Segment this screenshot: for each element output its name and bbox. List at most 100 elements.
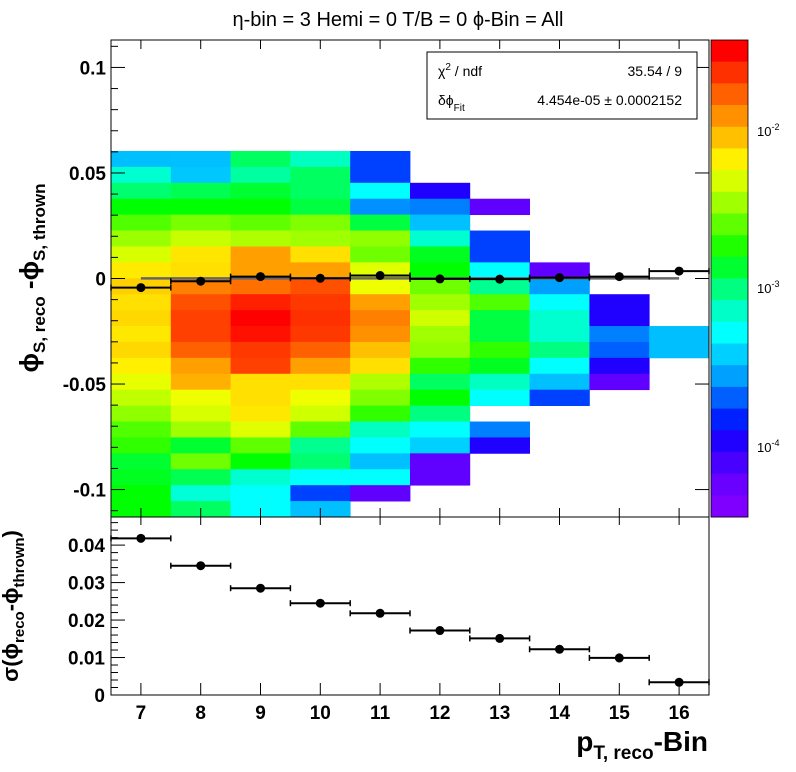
heatmap-cell [469,294,530,311]
sigma-point [315,598,325,608]
bottom-y-tick-label: 0.04 [68,536,105,557]
profile-points [110,266,710,293]
bottom-y-axis-title: σ(ϕreco-ϕthrown) [0,530,28,682]
heatmap-cell [469,230,530,247]
heatmap-cell [410,310,471,327]
heatmap-cell [170,326,231,343]
heatmap-cell [290,421,351,438]
sigma-point [256,583,265,593]
heatmap-cell [111,405,172,422]
heatmap-cell [170,373,231,391]
x-tick-label: 7 [136,703,147,724]
heatmap-cell [469,357,530,375]
heatmap-cell [350,214,411,231]
colorbar-segment [711,105,748,128]
x-tick-label: 10 [310,703,331,724]
heatmap-cell [529,389,590,407]
heatmap-cell [350,437,411,454]
colorbar-segment [711,343,748,366]
heatmap-cell [529,341,590,359]
heatmap-cell [350,230,411,247]
profile-point [555,273,564,283]
heatmap-cell [410,469,471,486]
heatmap-cell [230,485,291,502]
heatmap-cell [230,326,291,343]
x-tick-label: 12 [429,703,450,724]
y-tick-label: -0.05 [63,375,107,396]
sigma-point [674,677,684,687]
heatmap-cell [230,182,291,200]
y-tick-label: 0.05 [69,164,106,185]
colorbar-segment [711,126,748,149]
sigma-point [196,561,206,571]
profile-point [674,266,684,276]
heatmap-cell [111,198,172,216]
heatmap-cell [170,453,231,470]
x-axis-title: pT, reco-Bin [576,726,708,764]
colorbar-segment [711,213,748,236]
heatmap-cell [290,246,351,263]
heatmap-cell [170,341,231,359]
colorbar-segment [711,495,748,518]
colorbar [711,40,748,518]
heatmap-cell [410,214,471,231]
heatmap-cell [111,357,172,375]
heatmap-cell [469,341,530,359]
heatmap-cell [170,278,231,295]
heatmap-cell [290,326,351,343]
colorbar-segment [711,61,748,84]
heatmap-cell [350,166,411,184]
profile-point [614,272,624,282]
heatmap-cell [111,389,172,407]
heatmap-cell [290,453,351,470]
heatmap-cell [469,389,530,407]
profile-point [256,272,265,282]
heatmap-cell [230,437,291,454]
heatmap-cell [410,278,471,295]
x-tick-label: 14 [549,703,571,724]
x-tick-label: 8 [195,703,206,724]
heatmap-cell [290,294,351,311]
colorbar-segment [711,300,748,323]
heatmap-cell [589,310,650,327]
heatmap-cell [350,341,411,359]
heatmap-cell [170,246,231,263]
bottom-axes: 0 0.01 0.02 0.03 0.04 7 8 9 10 11 12 13 14 15 16 [68,517,690,724]
heatmap-cell [410,389,471,407]
heatmap-cell [230,405,291,422]
heatmap-cell [290,357,351,375]
heatmap-cell [230,246,291,263]
profile-point [435,274,445,284]
heatmap-cell [170,262,231,279]
heatmap-cells [111,150,710,518]
heatmap-cell [410,373,471,391]
heatmap-cell [350,373,411,391]
heatmap-cell [350,294,411,311]
bottom-y-tick-label: 0 [94,686,105,707]
colorbar-frame [710,39,749,518]
chart-title: η-bin = 3 Hemi = 0 T/B = 0 ϕ-Bin = All [233,9,564,31]
top-y-axis-title: ϕS, reco -ϕS, thrown [14,183,49,372]
heatmap-cell [290,230,351,247]
heatmap-cell [589,294,650,311]
heatmap-cell [170,166,231,184]
sigma-point [435,626,445,636]
colorbar-segment [711,83,748,106]
heatmap-cell [111,310,172,327]
profile-point [315,273,325,283]
heatmap-cell [350,469,411,486]
stats-chi2-value: 35.54 / 9 [628,63,683,79]
bottom-y-tick-label: 0.02 [68,611,105,632]
heatmap-cell [469,198,530,216]
y-tick-label: -0.1 [73,481,106,502]
heatmap-cell [410,246,471,263]
heatmap-cell [111,150,172,168]
heatmap-cell [350,182,411,200]
colorbar-segment [711,451,748,475]
heatmap-cell [589,326,650,343]
heatmap-cell [529,373,590,391]
colorbar-segment [711,148,748,171]
colorbar-segment [711,408,748,431]
heatmap-cell [469,278,530,295]
colorbar-segment [711,365,748,388]
